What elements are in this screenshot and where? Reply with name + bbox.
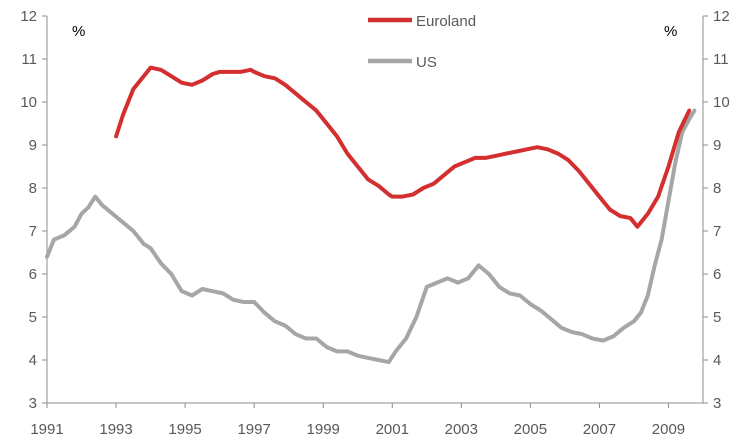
y-tick-label-left: 3 bbox=[29, 395, 37, 412]
y-tick-label-left: 4 bbox=[29, 352, 37, 369]
y-tick-label-left: 8 bbox=[29, 180, 37, 197]
y-axis-left-ticks: 3 4 5 6 7 8 9 10 11 12 bbox=[20, 8, 47, 412]
y-axis-right-unit: % bbox=[664, 23, 677, 40]
y-tick-label-right: 9 bbox=[713, 137, 721, 154]
x-tick-label: 2001 bbox=[376, 421, 409, 438]
y-tick-label-left: 10 bbox=[20, 94, 37, 111]
y-axis-right-ticks: 3 4 5 6 7 8 9 10 11 12 bbox=[703, 8, 730, 412]
x-tick-label: 1993 bbox=[99, 421, 132, 438]
y-tick-label-left: 6 bbox=[29, 266, 37, 283]
y-tick-label-left: 9 bbox=[29, 137, 37, 154]
y-tick-label-right: 11 bbox=[713, 51, 729, 68]
x-tick-label: 1991 bbox=[30, 421, 63, 438]
x-tick-label: 1995 bbox=[168, 421, 201, 438]
plot-frame bbox=[46, 16, 704, 404]
y-tick-label-right: 10 bbox=[713, 94, 730, 111]
legend-label-euroland: Euroland bbox=[416, 13, 476, 30]
series-line-us bbox=[45, 108, 697, 365]
legend: Euroland US bbox=[368, 13, 476, 71]
x-tick-label: 2005 bbox=[514, 421, 547, 438]
x-tick-label: 2007 bbox=[583, 421, 616, 438]
y-tick-label-left: 12 bbox=[20, 8, 37, 25]
y-axis-left-unit: % bbox=[72, 23, 85, 40]
y-tick-label-left: 7 bbox=[29, 223, 37, 240]
legend-label-us: US bbox=[416, 54, 437, 71]
x-tick-label: 1999 bbox=[307, 421, 340, 438]
y-tick-label-left: 11 bbox=[21, 51, 37, 68]
y-tick-label-right: 8 bbox=[713, 180, 721, 197]
x-tick-label: 2003 bbox=[445, 421, 478, 438]
y-tick-label-right: 4 bbox=[713, 352, 721, 369]
series-lines bbox=[45, 65, 697, 365]
x-tick-label: 2009 bbox=[652, 421, 685, 438]
x-axis-ticks: 1991 1993 1995 1997 1999 2001 2003 2005 2007 2009 bbox=[30, 403, 685, 438]
x-tick-label: 1997 bbox=[237, 421, 270, 438]
y-tick-label-right: 5 bbox=[713, 309, 721, 326]
y-tick-label-right: 3 bbox=[713, 395, 721, 412]
y-tick-label-right: 12 bbox=[713, 8, 730, 25]
series-line-euroland bbox=[114, 65, 692, 229]
y-tick-label-right: 6 bbox=[713, 266, 721, 283]
y-tick-label-right: 7 bbox=[713, 223, 721, 240]
y-tick-label-left: 5 bbox=[29, 309, 37, 326]
